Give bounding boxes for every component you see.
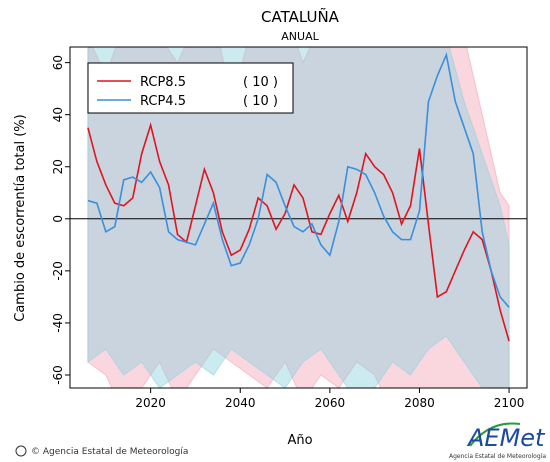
logo-swoosh (469, 422, 521, 447)
chart-title: CATALUÑA (261, 7, 340, 26)
x-tick-label: 2060 (315, 396, 346, 410)
logo-subtitle: Agencia Estatal de Meteorología (449, 453, 546, 460)
plot-frame (69, 46, 528, 389)
x-tick-label: 2040 (225, 396, 256, 410)
series-line (87, 122, 510, 342)
copyright-icon (15, 445, 27, 457)
x-tick-label: 2100 (494, 396, 525, 410)
uncertainty-band (87, 47, 510, 388)
legend-note: ( 10 ) (243, 94, 278, 109)
x-tick-label: 2020 (135, 396, 166, 410)
y-axis-label: Cambio de escorrentía total (%) (13, 114, 28, 322)
series-line (87, 52, 510, 308)
legend-note: ( 10 ) (243, 75, 278, 90)
lines (70, 52, 527, 342)
y-tick-label: 40 (51, 107, 65, 122)
bands (87, 47, 510, 388)
y-tick-label: 60 (51, 55, 65, 70)
legend-label: RCP8.5 (140, 75, 186, 90)
legend-label: RCP4.5 (140, 94, 186, 109)
y-tick-label: 20 (51, 159, 65, 174)
footer: © Agencia Estatal de Meteorología (31, 447, 188, 457)
y-tick-label: -40 (51, 313, 65, 333)
logo-text: AEMet (466, 424, 546, 452)
y-tick-label: -60 (51, 365, 65, 385)
chart-subtitle: ANUAL (281, 30, 319, 43)
legend-box (87, 62, 294, 114)
y-tick-label: -20 (51, 261, 65, 281)
x-tick-label: 2080 (404, 396, 435, 410)
x-axis-label: Año (287, 433, 312, 448)
y-tick-label: 0 (51, 215, 65, 223)
legend: RCP8.5 ( 10 ) RCP4.5 ( 10 ) (87, 62, 294, 114)
